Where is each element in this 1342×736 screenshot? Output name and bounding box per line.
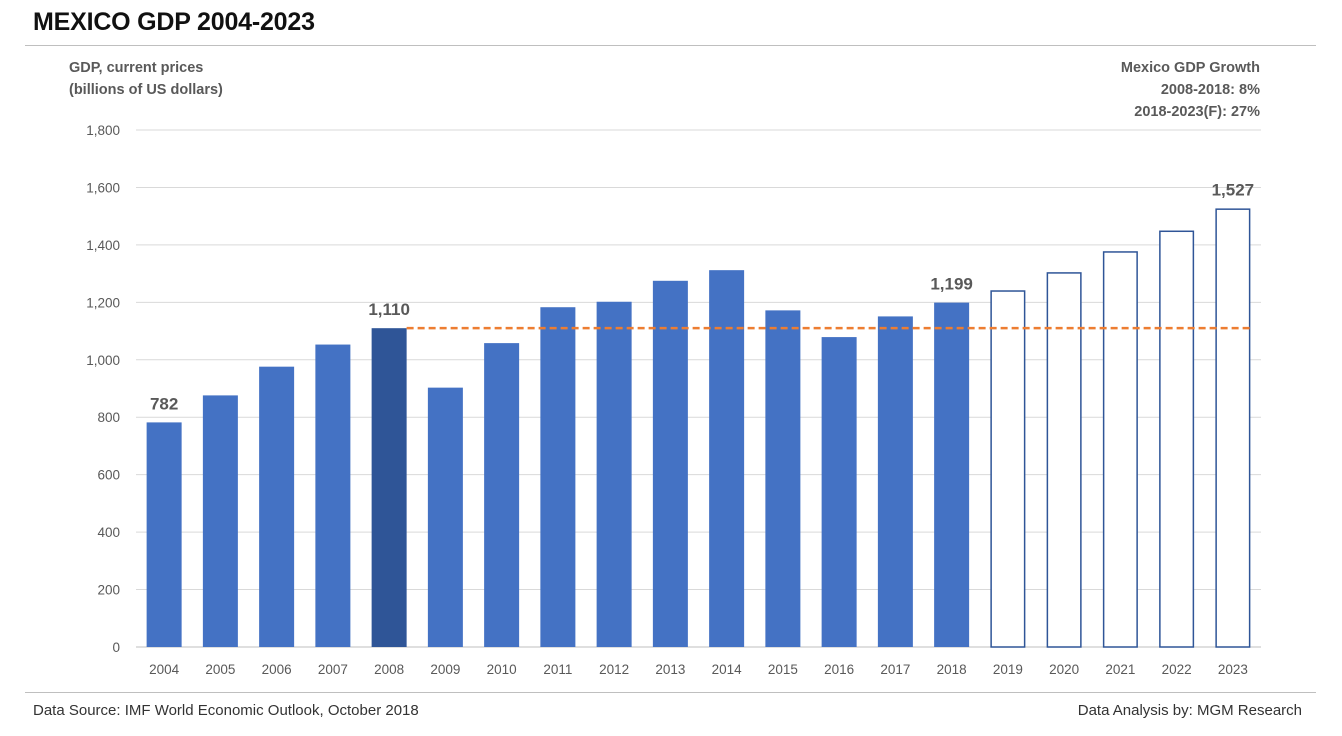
bar [709,270,745,647]
y-tick-label: 200 [97,583,120,598]
y-tick-label: 1,600 [86,180,120,195]
y-tick-label: 1,800 [86,123,120,138]
x-tick-label: 2014 [712,662,743,677]
forecast-bar [1102,251,1138,648]
title-divider [25,45,1316,46]
x-tick-label: 2013 [655,662,685,677]
x-tick-label: 2010 [487,662,517,677]
data-source: Data Source: IMF World Economic Outlook,… [33,702,419,719]
x-tick-label: 2018 [937,662,967,677]
forecast-bar [1159,230,1195,648]
y-axis-label-line-2: (billions of US dollars) [69,82,223,98]
footer-divider [25,692,1316,693]
x-tick-label: 2005 [205,662,235,677]
bar [765,310,801,647]
gdp-bar-chart: 0 200 400 600 800 1,000 1,200 1,400 1,600 1,800 20… [86,123,1261,677]
x-tick-label: 2004 [149,662,180,677]
bar [259,366,295,647]
x-tick-label: 2020 [1049,662,1079,677]
data-label: 1,527 [1212,180,1255,199]
bar [652,280,688,647]
bar [934,302,970,647]
x-tick-label: 2022 [1162,662,1192,677]
growth-2008-2018: 2008-2018: 8% [1160,82,1260,98]
x-tick-label: 2007 [318,662,348,677]
data-label: 782 [150,394,178,413]
bar [821,337,857,647]
chart-title: MEXICO GDP 2004-2023 [33,8,315,36]
x-tick-label: 2021 [1105,662,1135,677]
x-tick-label: 2017 [880,662,910,677]
x-tick-label: 2019 [993,662,1023,677]
y-tick-label: 0 [112,640,120,655]
data-label: 1,199 [930,275,973,294]
x-tick-label: 2016 [824,662,854,677]
growth-summary: Mexico GDP Growth 2008-2018: 8% 2018-202… [1121,57,1260,123]
x-tick-label: 2009 [430,662,460,677]
y-tick-label: 1,400 [86,238,120,253]
bar [146,422,182,647]
forecast-bar [1215,208,1251,648]
bar [540,307,576,647]
y-tick-label: 1,000 [86,353,120,368]
y-tick-label: 600 [97,468,120,483]
bar [427,387,463,647]
x-tick-label: 2015 [768,662,798,677]
bar [484,343,520,647]
bar [877,316,913,647]
x-tick-label: 2023 [1218,662,1248,677]
x-tick-label: 2006 [262,662,292,677]
forecast-bar [990,290,1026,648]
x-tick-label: 2011 [543,662,572,677]
y-tick-label: 800 [97,410,120,425]
y-tick-label: 1,200 [86,295,120,310]
y-tick-label: 400 [97,525,120,540]
data-analysis-credit: Data Analysis by: MGM Research [1077,702,1302,719]
data-label: 1,110 [368,300,410,319]
forecast-bar [1046,272,1082,648]
y-axis-label: GDP, current prices (billions of US doll… [69,57,223,101]
highlight-bar [371,328,407,647]
growth-2018-2023: 2018-2023(F): 27% [1134,104,1260,120]
y-axis-label-line-1: GDP, current prices [69,60,204,76]
x-tick-label: 2008 [374,662,404,677]
bar [315,344,351,647]
bar [202,395,238,647]
bar [596,301,632,647]
growth-summary-heading: Mexico GDP Growth [1120,60,1260,76]
x-tick-label: 2012 [599,662,629,677]
